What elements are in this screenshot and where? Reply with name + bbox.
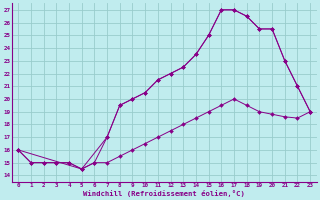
X-axis label: Windchill (Refroidissement éolien,°C): Windchill (Refroidissement éolien,°C)	[83, 190, 245, 197]
